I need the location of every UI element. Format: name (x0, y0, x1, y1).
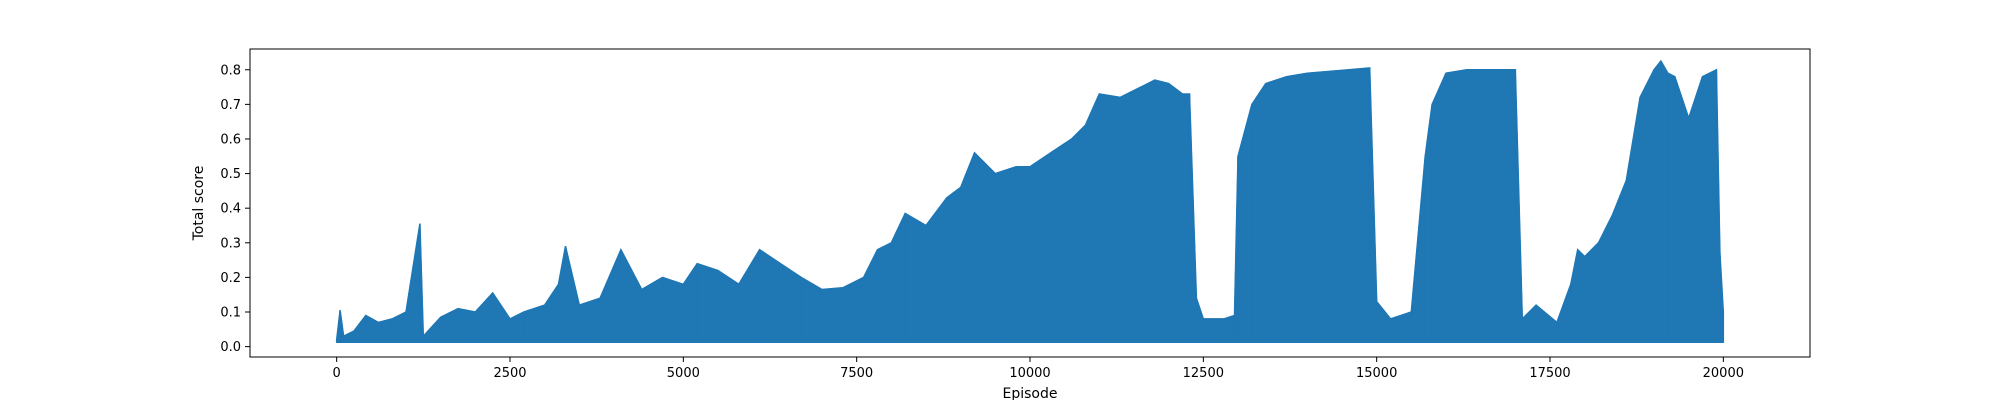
x-tick-label: 0 (333, 366, 341, 381)
y-tick-label: 0.1 (220, 306, 241, 321)
series-line-spikes (335, 61, 1725, 343)
x-tick-label: 12500 (1183, 366, 1224, 381)
y-tick-label: 0.5 (220, 167, 241, 182)
y-tick-label: 0.2 (220, 271, 241, 286)
x-tick-label: 7500 (840, 366, 873, 381)
x-axis-label: Episode (1003, 386, 1058, 400)
y-tick-label: 0.7 (220, 98, 241, 113)
y-tick-label: 0.6 (220, 132, 241, 147)
y-tick-label: 0.0 (220, 340, 241, 355)
y-tick-label: 0.4 (220, 202, 241, 217)
y-axis-label: Total score (191, 166, 207, 242)
plot-area (335, 59, 1725, 343)
y-tick-label: 0.8 (220, 63, 241, 78)
x-tick-label: 5000 (667, 366, 700, 381)
x-tick-label: 20000 (1703, 366, 1744, 381)
series-line (335, 59, 1725, 340)
y-axis-ticks: 0.0 0.1 0.2 0.3 0.4 0.5 0.6 0.7 0.8 (220, 63, 250, 355)
x-axis-ticks: 0 2500 5000 7500 10000 12500 15000 17500 20000 (333, 357, 1744, 381)
x-tick-label: 17500 (1529, 366, 1570, 381)
y-tick-label: 0.3 (220, 236, 241, 251)
x-tick-label: 2500 (493, 366, 526, 381)
x-tick-label: 15000 (1356, 366, 1397, 381)
x-tick-label: 10000 (1009, 366, 1050, 381)
